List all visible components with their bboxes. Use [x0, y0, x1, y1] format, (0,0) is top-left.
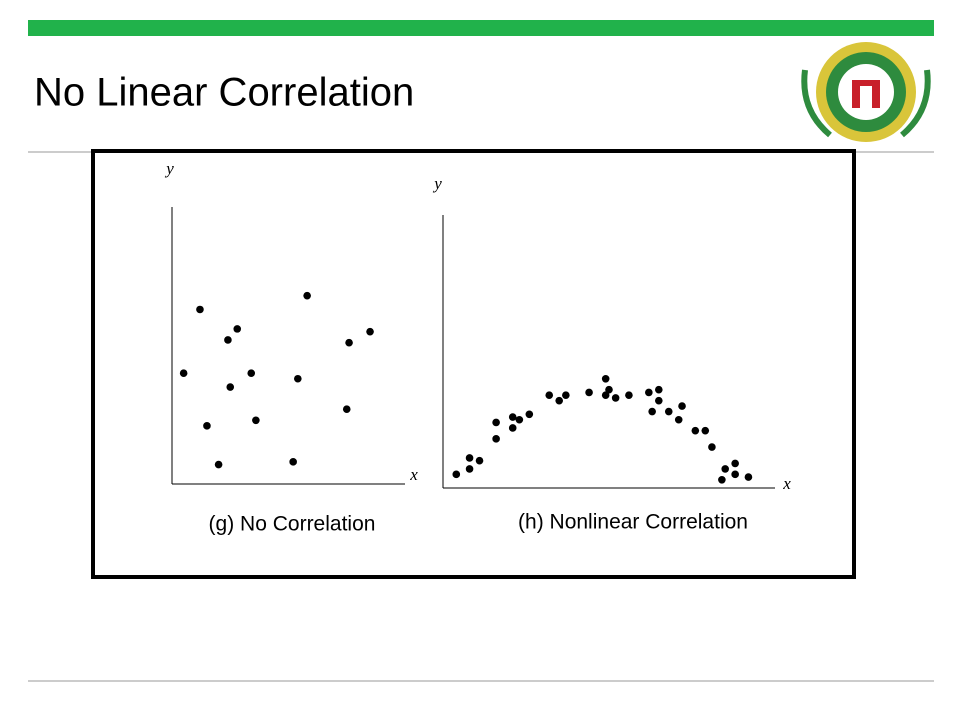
- x-axis-label: x: [409, 465, 418, 484]
- point: [492, 435, 500, 443]
- point: [674, 415, 683, 424]
- point: [545, 391, 554, 399]
- point: [525, 410, 534, 419]
- chart-caption: (h) Nonlinear Correlation: [518, 511, 748, 534]
- point: [303, 291, 311, 300]
- chart-caption: (g) No Correlation: [209, 513, 376, 536]
- point: [366, 327, 374, 336]
- slide-title: No Linear Correlation: [34, 71, 414, 115]
- point: [731, 470, 739, 479]
- point: [731, 459, 739, 468]
- point: [708, 443, 716, 451]
- point: [492, 418, 500, 427]
- point: [226, 383, 235, 391]
- point: [601, 391, 610, 399]
- point: [605, 385, 613, 394]
- frame: [91, 149, 856, 579]
- point: [289, 458, 297, 466]
- point: [179, 369, 188, 378]
- point: [342, 405, 351, 414]
- point: [691, 426, 700, 435]
- point: [555, 396, 563, 405]
- point: [465, 454, 474, 462]
- point: [655, 385, 663, 394]
- point: [645, 388, 653, 397]
- point: [664, 407, 673, 416]
- point: [203, 422, 211, 430]
- point: [508, 413, 517, 421]
- point: [611, 394, 620, 402]
- point: [701, 426, 710, 435]
- logo: [801, 42, 931, 142]
- point: [585, 388, 593, 397]
- point: [465, 465, 474, 473]
- point: [601, 375, 610, 383]
- point: [625, 391, 633, 399]
- point: [247, 369, 256, 378]
- top-bar: [28, 20, 934, 36]
- point: [475, 456, 484, 465]
- y-axis-label: y: [164, 159, 174, 178]
- y-axis-label: y: [432, 174, 442, 193]
- point: [721, 465, 729, 473]
- point: [508, 424, 517, 432]
- point: [744, 473, 753, 481]
- point: [233, 325, 242, 333]
- point: [196, 305, 204, 314]
- point: [678, 402, 686, 410]
- point: [294, 374, 302, 383]
- point: [214, 460, 223, 469]
- point: [345, 338, 353, 347]
- x-axis-label: x: [782, 474, 791, 493]
- point: [648, 407, 656, 416]
- point: [224, 336, 232, 344]
- point: [718, 476, 726, 484]
- point: [452, 470, 461, 479]
- point: [515, 415, 524, 424]
- point: [655, 396, 663, 405]
- point: [562, 391, 570, 399]
- point: [252, 416, 260, 425]
